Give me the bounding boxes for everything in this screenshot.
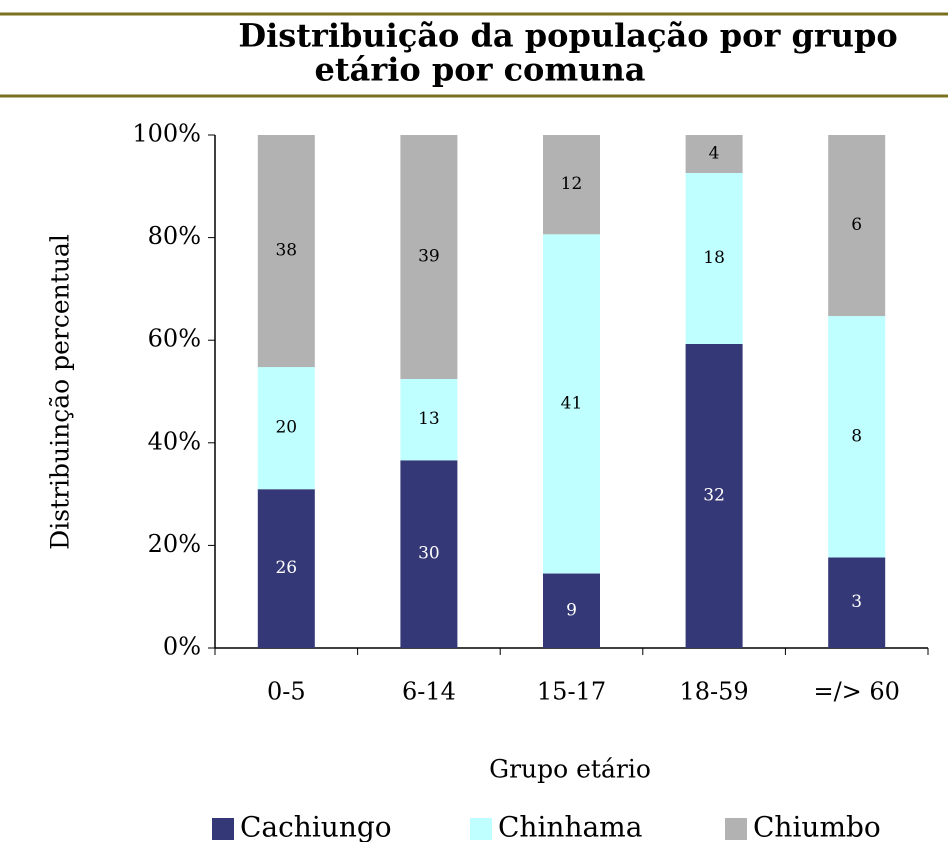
legend-swatch xyxy=(212,818,234,840)
chart-title: Distribuição da população por grupo xyxy=(238,17,897,55)
x-tick-label: 0-5 xyxy=(267,678,306,706)
data-label: 38 xyxy=(275,241,297,261)
bar-segment xyxy=(543,234,600,574)
data-label: 13 xyxy=(418,409,440,429)
bar-segment xyxy=(828,316,886,558)
y-tick-label: 20% xyxy=(148,530,201,558)
y-axis-title: Distribuinção percentual xyxy=(46,234,75,550)
x-tick-label: 15-17 xyxy=(537,678,606,706)
data-label: 18 xyxy=(703,248,725,268)
y-tick-label: 0% xyxy=(163,633,201,661)
bar-segment xyxy=(685,135,743,173)
x-tick-label: 18-59 xyxy=(680,678,749,706)
y-tick-label: 40% xyxy=(148,427,201,455)
x-tick-label: 6-14 xyxy=(402,678,456,706)
legend-swatch xyxy=(470,818,492,840)
data-label: 12 xyxy=(561,174,583,194)
data-label: 26 xyxy=(275,558,297,578)
bar-segment xyxy=(543,135,600,235)
data-label: 8 xyxy=(851,426,862,446)
y-tick-label: 100% xyxy=(132,120,201,148)
bar-segment xyxy=(257,135,315,368)
data-label: 3 xyxy=(851,592,862,612)
chart-title: etário por comuna xyxy=(314,51,645,89)
legend-label: Cachiungo xyxy=(240,811,392,842)
legend-swatch xyxy=(725,818,747,840)
data-label: 20 xyxy=(275,418,297,438)
bar-segment xyxy=(543,573,600,648)
bar-segment xyxy=(685,344,743,648)
bar-segment xyxy=(257,367,315,490)
data-label: 9 xyxy=(566,600,577,620)
data-label: 4 xyxy=(709,144,720,164)
bar-segment xyxy=(400,135,458,379)
data-label: 32 xyxy=(703,486,725,506)
bar-segment xyxy=(828,557,886,648)
y-tick-label: 60% xyxy=(148,325,201,353)
x-axis-title: Grupo etário xyxy=(489,755,651,784)
x-tick-label: =/> 60 xyxy=(813,678,899,706)
data-label: 39 xyxy=(418,246,440,266)
bar-segment xyxy=(400,460,458,648)
legend-label: Chinhama xyxy=(498,811,642,842)
data-label: 30 xyxy=(418,544,440,564)
bar-segment xyxy=(685,173,743,344)
legend-label: Chiumbo xyxy=(753,811,881,842)
bar-segment xyxy=(257,489,315,648)
data-label: 41 xyxy=(561,393,583,413)
bar-segment xyxy=(828,135,886,317)
bar-segment xyxy=(400,378,458,461)
y-tick-label: 80% xyxy=(148,222,201,250)
data-label: 6 xyxy=(851,215,862,235)
